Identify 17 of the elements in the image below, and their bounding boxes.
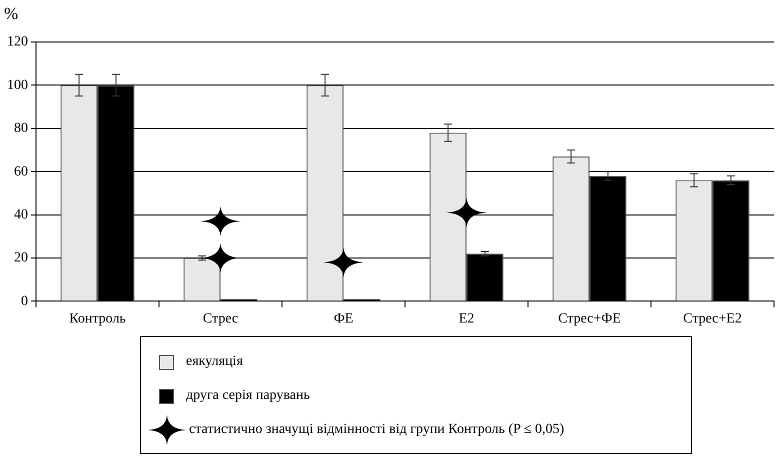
x-tick-label: Стрес	[202, 311, 238, 326]
y-axis-title: %	[4, 4, 18, 23]
x-tick-label: Стрес+E2	[683, 311, 742, 326]
y-tick-label: 120	[7, 34, 28, 50]
y-tick-label: 20	[14, 250, 28, 266]
y-tick-label: 100	[7, 78, 28, 93]
y-tick-label: 60	[14, 164, 28, 180]
y-tick-label: 0	[21, 294, 28, 309]
legend-label: статистично значущі відмінності від групи Контроль (P ≤ 0,05)	[189, 422, 564, 438]
x-tick-label: Стрес+ФЕ	[558, 311, 621, 326]
legend-label: еякуляція	[186, 354, 243, 370]
y-tick-label: 40	[14, 207, 28, 222]
y-tick-label: 80	[14, 121, 28, 136]
x-tick-label: E2	[458, 311, 474, 326]
x-tick-label: Контроль	[69, 311, 126, 326]
x-tick-label: ФЕ	[334, 311, 354, 326]
legend-label: друга серія парувань	[186, 388, 310, 404]
